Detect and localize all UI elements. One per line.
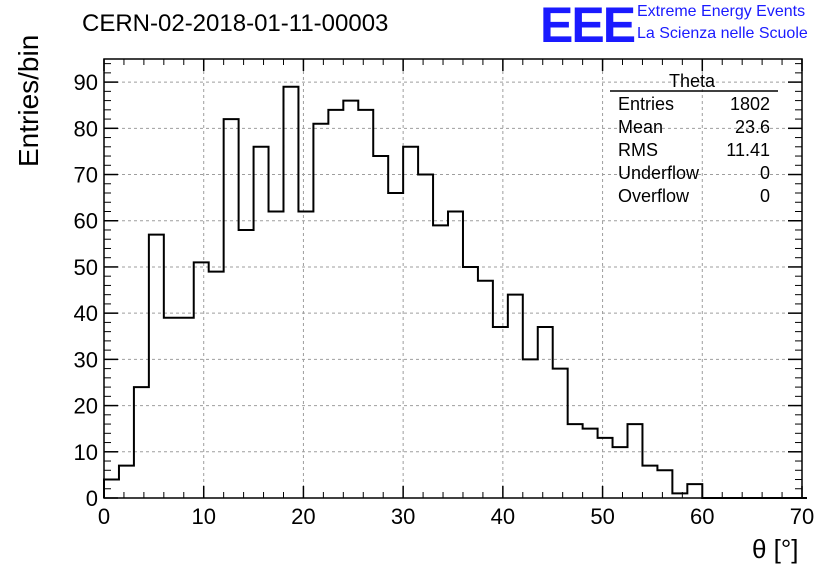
histogram-bin: [508, 295, 523, 498]
histogram-bin: [313, 124, 328, 498]
histogram-bin: [134, 387, 149, 498]
axis-ticks: 0 10 20 30 40 50 60 70 0 10 20 30 40 50 60 70 80 90: [74, 59, 814, 529]
histogram-bin: [239, 230, 254, 498]
histogram-bin: [328, 110, 343, 498]
stats-header: Theta: [669, 71, 716, 91]
histogram-bin: [209, 272, 224, 498]
histogram-bin: [224, 119, 239, 498]
histogram-bin: [613, 447, 628, 498]
stats-row-label: Overflow: [618, 186, 690, 206]
x-tick-label: 30: [391, 504, 415, 529]
x-tick-label: 0: [98, 504, 110, 529]
y-tick-label: 40: [74, 301, 98, 326]
x-tick-label: 60: [690, 504, 714, 529]
stats-row-value: 23.6: [735, 117, 770, 137]
histogram-bin: [553, 369, 568, 498]
histogram-bin: [583, 429, 598, 498]
plot-frame: [103, 58, 803, 499]
histogram-bin: [523, 359, 538, 498]
y-tick-label: 20: [74, 394, 98, 419]
histogram-bin: [628, 424, 643, 498]
histogram-bin: [388, 193, 403, 498]
histogram-bin: [657, 470, 672, 498]
histogram-steps: [103, 85, 807, 499]
histogram-bin: [478, 281, 493, 498]
eee-logo: EEE: [540, 0, 636, 53]
stats-row-value: 0: [760, 163, 770, 183]
stats-row-value: 11.41: [726, 140, 770, 160]
stats-row-label: RMS: [618, 140, 658, 160]
x-tick-label: 50: [590, 504, 614, 529]
histogram-bin: [343, 101, 358, 498]
stats-row-label: Entries: [618, 94, 674, 114]
histogram-bin: [283, 87, 298, 498]
histogram-bin: [179, 318, 194, 498]
histogram-bin: [269, 211, 284, 498]
histogram-bin: [149, 235, 164, 498]
stats-row-label: Mean: [618, 117, 663, 137]
histogram-bin: [119, 466, 134, 498]
stats-box: Theta Entries 1802 Mean 23.6 RMS 11.41 Underfl…: [610, 71, 778, 206]
stats-row-label: Underflow: [618, 163, 700, 183]
histogram-bin: [298, 211, 313, 498]
histogram-bin: [538, 327, 553, 498]
x-tick-label: 10: [191, 504, 215, 529]
grid-lines: [104, 59, 802, 498]
y-tick-label: 50: [74, 255, 98, 280]
x-tick-label: 20: [291, 504, 315, 529]
histogram-bin: [598, 438, 613, 498]
y-tick-label: 60: [74, 209, 98, 234]
histogram-bin: [164, 318, 179, 498]
histogram-bin: [433, 225, 448, 498]
y-tick-label: 70: [74, 163, 98, 188]
histogram-series: [103, 85, 807, 499]
stats-row-value: 1802: [730, 94, 770, 114]
y-tick-label: 0: [86, 486, 98, 511]
y-tick-label: 10: [74, 440, 98, 465]
histogram-bin: [642, 466, 657, 498]
histogram-bin: [254, 147, 269, 498]
histogram-bin: [418, 175, 433, 498]
histogram-bin: [448, 211, 463, 498]
x-tick-label: 70: [790, 504, 814, 529]
logo-line-1: Extreme Energy Events: [637, 3, 806, 20]
x-tick-label: 40: [491, 504, 515, 529]
x-axis-label: θ [°]: [752, 534, 799, 564]
y-tick-label: 90: [74, 70, 98, 95]
stats-row-value: 0: [760, 186, 770, 206]
histogram-bin: [493, 327, 508, 498]
histogram-bin: [373, 156, 388, 498]
histogram-bin: [403, 147, 418, 498]
histogram-bin: [194, 262, 209, 498]
histogram-bin: [687, 484, 702, 498]
logo-line-2: La Scienza nelle Scuole: [637, 25, 808, 42]
y-tick-label: 80: [74, 116, 98, 141]
y-tick-label: 30: [74, 347, 98, 372]
y-axis-label: Entries/bin: [13, 34, 44, 167]
histogram-bin: [358, 110, 373, 498]
histogram-bin: [463, 267, 478, 498]
chart-title: CERN-02-2018-01-11-00003: [82, 10, 389, 37]
histogram-bin: [568, 424, 583, 498]
